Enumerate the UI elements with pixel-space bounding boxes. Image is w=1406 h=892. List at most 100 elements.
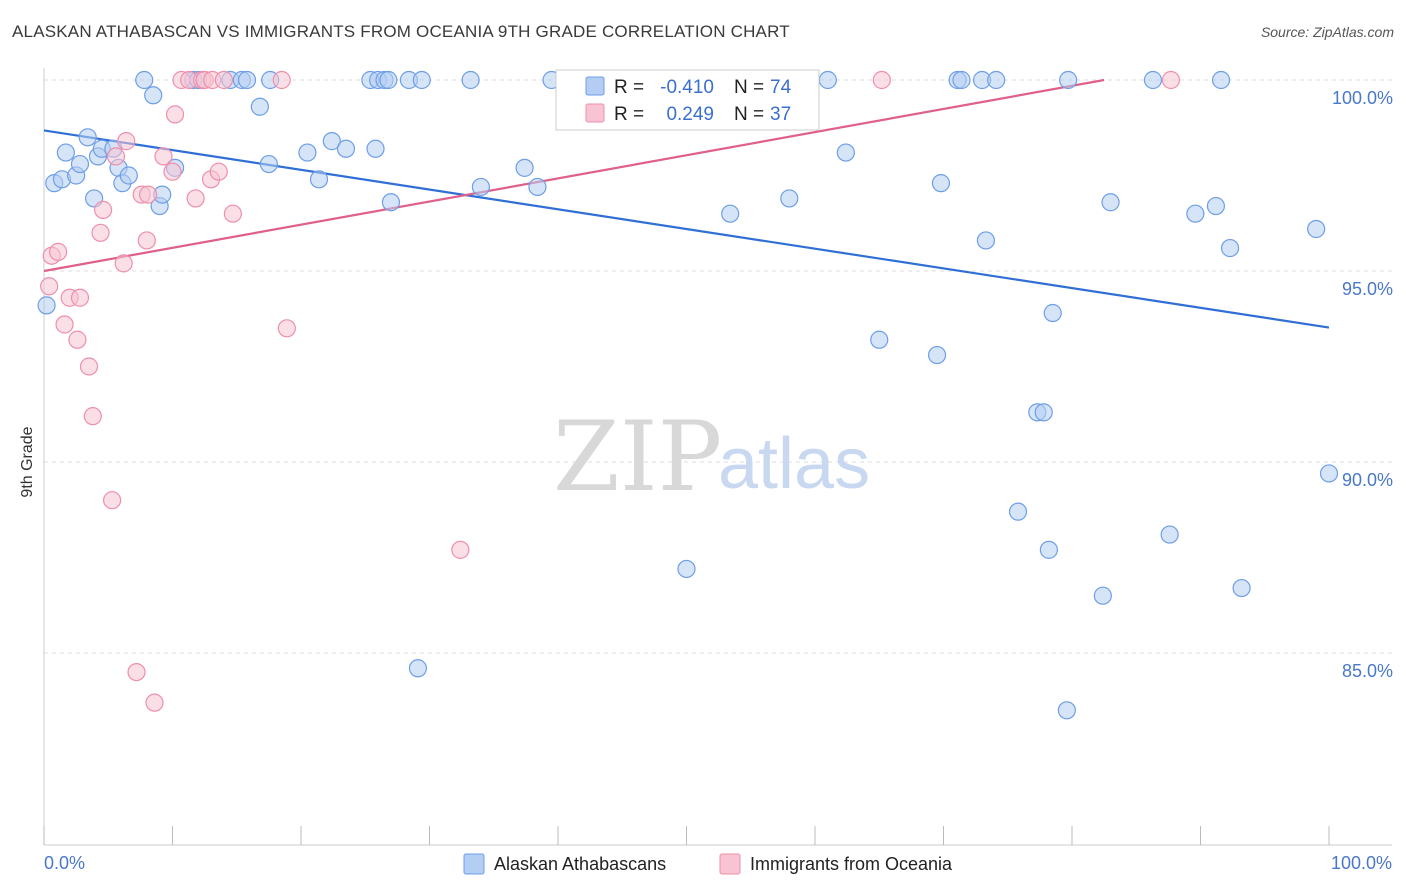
data-point [165,105,185,124]
correlation-legend: R = -0.410 N = 74 R = 0.249 N = 37 [555,69,820,131]
data-point [408,659,428,678]
data-point [366,139,385,158]
data-point [931,174,951,193]
data-point [1057,701,1076,720]
data-point [237,70,257,90]
data-point [223,204,242,223]
data-point [94,200,113,219]
data-point [1186,204,1205,223]
data-point [1160,525,1179,544]
grid-lines [44,79,1392,654]
legend-swatch-pink [585,103,605,123]
data-point [780,189,799,208]
trend-line [43,78,1105,273]
data-point [103,491,122,510]
legend-n-value: 74 [770,77,792,98]
data-point [55,315,74,334]
axes [43,68,1392,846]
data-point [106,147,126,166]
source-credit: Source: ZipAtlas.com [1260,24,1394,40]
y-tick-label: 85.0% [1342,661,1393,681]
data-point [461,70,480,90]
data-point [277,319,296,338]
data-point [114,254,133,273]
data-point [137,231,156,250]
watermark-zip: ZIP [553,401,722,513]
data-point [1206,196,1226,216]
data-point [836,143,855,162]
data-point [145,693,164,712]
data-point [1059,70,1078,90]
data-point [186,189,205,208]
y-tick-labels: 85.0% 90.0% 95.0% 100.0% [1332,88,1393,681]
data-point [721,204,740,223]
chart-title: ALASKAN ATHABASCAN VS IMMIGRANTS FROM OC… [12,22,790,41]
data-point [1211,70,1231,90]
data-point [1039,540,1058,559]
data-point [127,662,146,682]
data-point [677,559,696,579]
data-point [1008,502,1028,521]
data-point [250,97,269,116]
data-point [322,132,341,151]
y-tick-label: 100.0% [1332,88,1393,108]
data-point [1307,219,1326,239]
data-point [49,242,68,261]
bottom-legend-label: Alaskan Athabascans [494,854,666,874]
data-point [298,143,317,162]
data-point [451,540,470,559]
series-immigrants-from-oceania [40,70,1181,712]
x-tick-label-max: 100.0% [1331,853,1392,873]
data-point [70,154,90,174]
data-point [818,70,837,90]
data-point [309,170,329,189]
y-tick-label: 95.0% [1342,279,1393,299]
y-tick-label: 90.0% [1342,470,1393,490]
data-point [144,86,163,105]
data-point [927,345,947,365]
data-point [272,70,291,90]
data-point [56,143,75,162]
data-point [471,177,490,197]
data-point [1101,193,1120,212]
legend-n-label: N = [734,104,764,125]
legend-r-value: 0.249 [666,104,714,125]
data-point [1232,578,1251,598]
legend-r-label: R = [614,77,644,98]
data-point [515,158,534,177]
data-point [952,70,971,90]
series-alaskan-athabascans [37,70,1339,720]
bottom-legend-swatch-pink [719,853,741,875]
data-point [37,296,56,315]
data-point [528,177,547,197]
data-point [870,330,889,349]
x-tick-label-min: 0.0% [44,853,85,873]
data-point [1161,70,1181,90]
data-point [135,70,154,90]
data-point [209,162,228,181]
data-point [1093,586,1112,605]
data-point [381,193,401,212]
data-point [379,70,398,90]
data-point [119,166,138,185]
series-legend: Alaskan Athabascans Immigrants from Ocea… [463,853,953,875]
data-point [79,357,99,376]
data-point [40,277,59,296]
data-point [976,231,996,250]
trend-line [43,129,1330,329]
data-point [68,330,87,349]
data-point [1043,303,1062,323]
data-point [138,185,158,204]
data-point [872,70,891,90]
data-point [91,223,110,242]
watermark: ZIP atlas [553,401,870,513]
bottom-legend-swatch-blue [463,853,485,875]
trend-lines [43,78,1330,329]
data-point [70,288,90,307]
data-point [214,70,233,90]
data-point [412,70,431,90]
legend-r-label: R = [614,104,644,125]
legend-n-label: N = [734,77,764,98]
data-point [163,162,182,181]
